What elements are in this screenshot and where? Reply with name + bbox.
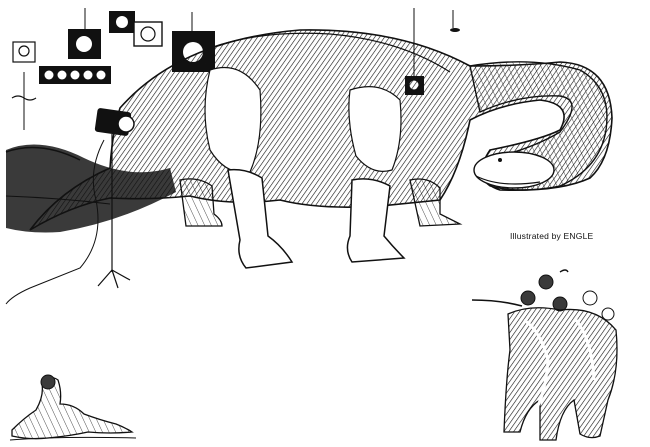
reclining-figure: [9, 374, 137, 441]
dinosaur-figure: [5, 29, 613, 269]
illustration-credit: Illustrated by ENGLE: [510, 231, 594, 241]
crowd-figures: [471, 269, 618, 441]
light-box-icon: [133, 21, 163, 47]
spotlight-tripod: [5, 108, 135, 305]
